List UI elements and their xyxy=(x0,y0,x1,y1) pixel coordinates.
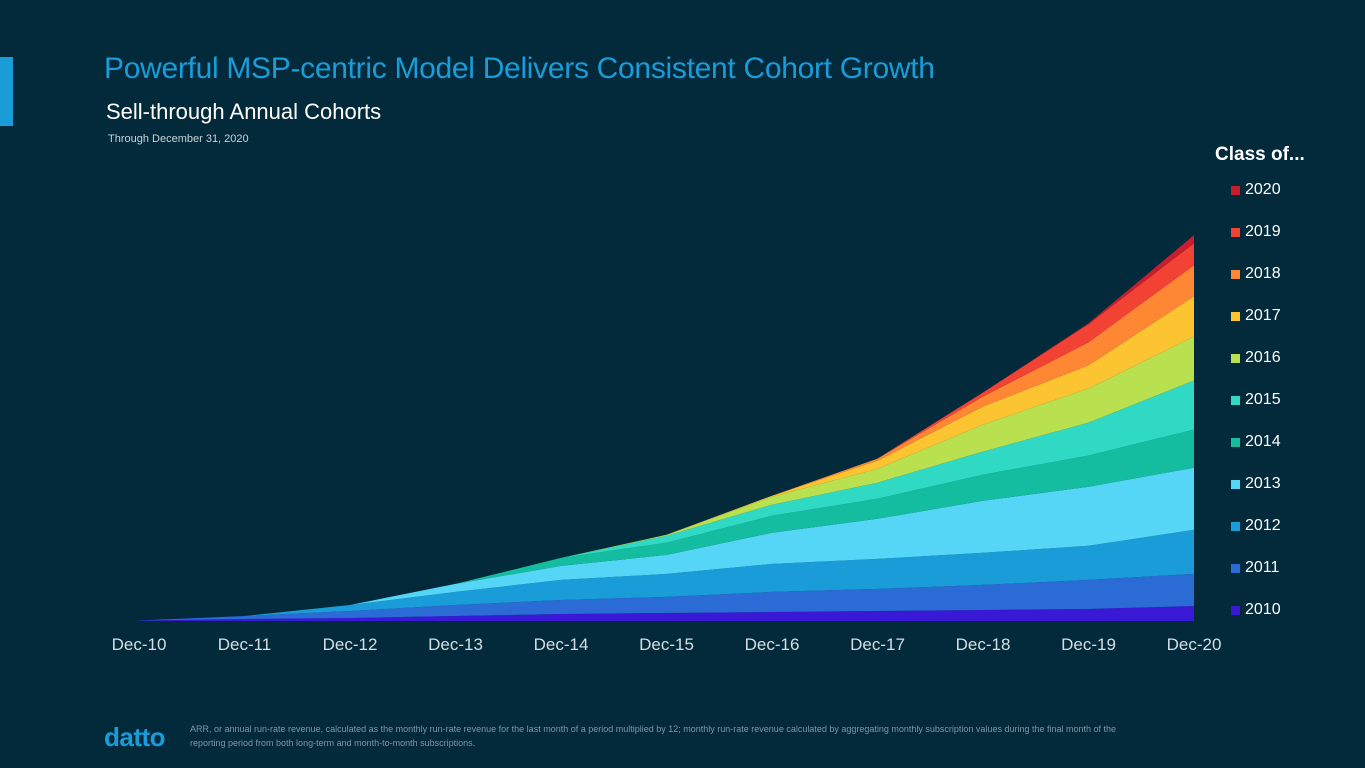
x-tick-label: Dec-13 xyxy=(428,635,483,654)
as-of-date: Through December 31, 2020 xyxy=(108,133,249,145)
x-tick-label: Dec-18 xyxy=(956,635,1011,654)
page-subtitle: Sell-through Annual Cohorts xyxy=(106,99,382,124)
legend-label: 2014 xyxy=(1245,433,1281,450)
x-axis-labels: Dec-10 Dec-11 Dec-12 Dec-13 Dec-14 Dec-15 Dec-… xyxy=(112,635,1222,654)
legend-label: 2016 xyxy=(1245,349,1281,366)
area-series-2010 xyxy=(139,606,1194,621)
legend-item-2017: 2017 xyxy=(1231,306,1281,326)
legend-label: 2019 xyxy=(1245,223,1281,240)
legend-item-2013: 2013 xyxy=(1231,474,1281,494)
legend-swatch xyxy=(1231,479,1240,489)
legend-item-2020: 2020 xyxy=(1231,180,1281,200)
legend-swatch xyxy=(1231,521,1240,531)
legend-swatch xyxy=(1231,395,1240,405)
legend-label: 2013 xyxy=(1245,475,1281,492)
legend-swatch xyxy=(1231,605,1240,615)
legend-item-2015: 2015 xyxy=(1231,390,1281,410)
legend-item-2014: 2014 xyxy=(1231,432,1281,452)
legend-item-2012: 2012 xyxy=(1231,516,1281,536)
page-title: Powerful MSP-centric Model Delivers Cons… xyxy=(104,52,935,85)
x-tick-label: Dec-12 xyxy=(323,635,378,654)
area-series-2012 xyxy=(139,529,1194,621)
legend-swatch xyxy=(1231,563,1240,573)
x-tick-label: Dec-17 xyxy=(850,635,905,654)
x-tick-label: Dec-14 xyxy=(534,635,589,654)
legend-item-2011: 2011 xyxy=(1231,558,1279,578)
legend-swatch xyxy=(1231,353,1240,363)
accent-bar xyxy=(0,57,13,126)
footnote: ARR, or annual run-rate revenue, calcula… xyxy=(190,724,1117,748)
x-tick-label: Dec-10 xyxy=(112,635,167,654)
legend-swatch xyxy=(1231,437,1240,447)
legend-label: 2011 xyxy=(1245,559,1280,576)
legend-item-2019: 2019 xyxy=(1231,222,1281,242)
legend-label: 2015 xyxy=(1245,391,1281,408)
legend-swatch xyxy=(1231,311,1240,321)
legend-item-2018: 2018 xyxy=(1231,264,1281,284)
x-tick-label: Dec-19 xyxy=(1061,635,1116,654)
legend-title: Class of... xyxy=(1215,144,1305,165)
chart-areas xyxy=(139,235,1194,621)
datto-logo: datto xyxy=(104,722,166,752)
area-series-2013 xyxy=(139,467,1194,621)
x-tick-label: Dec-16 xyxy=(745,635,800,654)
x-tick-label: Dec-11 xyxy=(218,635,272,654)
legend-label: 2017 xyxy=(1245,307,1281,324)
legend-label: 2020 xyxy=(1245,181,1281,198)
legend-label: 2012 xyxy=(1245,517,1281,534)
legend-item-2016: 2016 xyxy=(1231,348,1281,368)
legend-label: 2010 xyxy=(1245,601,1281,618)
x-tick-label: Dec-15 xyxy=(639,635,694,654)
legend-item-2010: 2010 xyxy=(1231,600,1281,620)
legend-swatch xyxy=(1231,227,1240,237)
x-tick-label: Dec-20 xyxy=(1167,635,1222,654)
area-series-2011 xyxy=(139,573,1194,621)
legend-label: 2018 xyxy=(1245,265,1281,282)
legend-swatch xyxy=(1231,269,1240,279)
legend-swatch xyxy=(1231,185,1240,195)
